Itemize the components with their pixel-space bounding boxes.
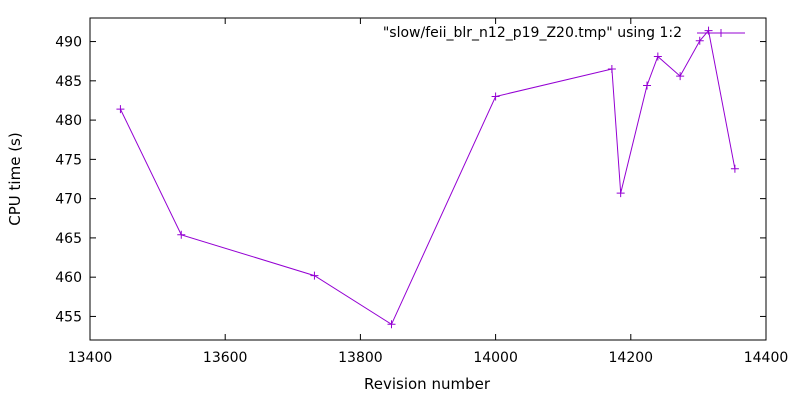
legend: "slow/feii_blr_n12_p19_Z20.tmp" using 1:… bbox=[383, 25, 745, 41]
data-point-marker bbox=[387, 320, 396, 329]
x-tick-label: 14200 bbox=[609, 350, 654, 366]
y-axis-label: CPU time (s) bbox=[6, 132, 24, 225]
series-layer bbox=[116, 26, 739, 329]
data-point-marker bbox=[653, 52, 662, 61]
data-point-marker bbox=[607, 65, 616, 74]
data-point-marker bbox=[491, 92, 500, 101]
y-axis-ticks: 455 460 465 470 475 480 485 490 bbox=[55, 35, 766, 325]
y-tick-label: 455 bbox=[55, 309, 82, 325]
legend-label: "slow/feii_blr_n12_p19_Z20.tmp" using 1:… bbox=[383, 25, 682, 41]
data-point-marker bbox=[676, 72, 685, 81]
data-point-marker bbox=[177, 230, 186, 239]
y-tick-label: 490 bbox=[55, 35, 82, 51]
series-line bbox=[119, 29, 736, 326]
x-tick-label: 14000 bbox=[473, 350, 518, 366]
x-tick-label: 14400 bbox=[744, 350, 789, 366]
data-point-marker bbox=[310, 271, 319, 280]
x-tick-label: 13400 bbox=[68, 350, 113, 366]
y-tick-label: 470 bbox=[55, 192, 82, 208]
y-tick-label: 475 bbox=[55, 152, 82, 168]
x-axis-label: Revision number bbox=[364, 375, 491, 393]
y-tick-label: 485 bbox=[55, 74, 82, 90]
data-point-marker bbox=[116, 105, 125, 114]
legend-marker bbox=[717, 29, 725, 37]
y-tick-label: 465 bbox=[55, 231, 82, 247]
x-tick-label: 13800 bbox=[338, 350, 383, 366]
y-tick-label: 480 bbox=[55, 113, 82, 129]
x-axis-ticks: 13400 13600 13800 14000 14200 14400 bbox=[68, 18, 789, 366]
data-point-marker bbox=[643, 81, 652, 90]
data-point-marker bbox=[695, 36, 704, 45]
data-point-marker bbox=[730, 164, 739, 173]
x-tick-label: 13600 bbox=[203, 350, 248, 366]
y-tick-label: 460 bbox=[55, 270, 82, 286]
plot-frame bbox=[89, 17, 767, 341]
data-point-marker bbox=[616, 189, 625, 198]
